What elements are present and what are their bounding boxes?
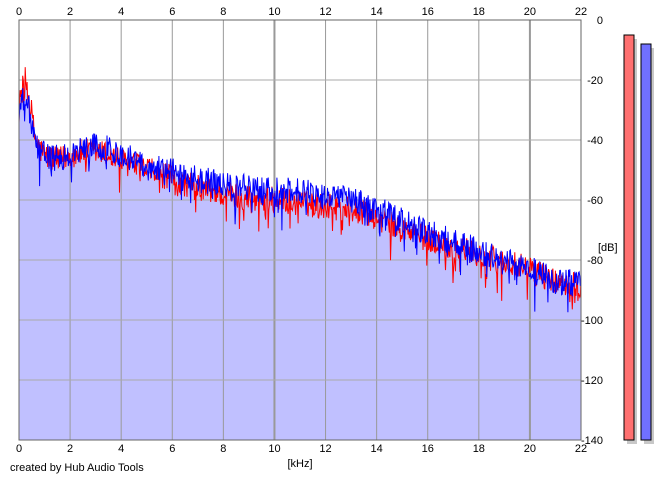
x-tick-label-top: 14 xyxy=(371,6,383,18)
x-tick-label-bottom: 6 xyxy=(169,443,175,455)
x-tick-label-top: 6 xyxy=(169,6,175,18)
x-tick-label-top: 0 xyxy=(16,6,22,18)
x-axis-label: [kHz] xyxy=(287,458,312,470)
x-tick-label-top: 16 xyxy=(422,6,434,18)
spectrum-fill xyxy=(19,67,581,440)
x-tick-label-top: 20 xyxy=(524,6,536,18)
level-meter-1 xyxy=(623,34,635,441)
x-tick-label-bottom: 10 xyxy=(268,443,280,455)
x-tick-label-top: 18 xyxy=(473,6,485,18)
x-tick-label-bottom: 14 xyxy=(371,443,383,455)
y-tick-label: -60 xyxy=(587,195,603,207)
y-axis-label: [dB] xyxy=(598,242,618,254)
x-tick-label-top: 4 xyxy=(118,6,124,18)
plot-frame xyxy=(18,19,582,441)
credit-text: created by Hub Audio Tools xyxy=(10,462,144,474)
x-tick-label-top: 8 xyxy=(220,6,226,18)
x-tick-label-bottom: 18 xyxy=(473,443,485,455)
y-tick-label: -40 xyxy=(587,135,603,147)
y-tick-label: -20 xyxy=(587,75,603,87)
y-tick-label: 0 xyxy=(597,15,603,27)
x-tick-label-bottom: 0 xyxy=(16,443,22,455)
y-tick-label: -100 xyxy=(581,315,603,327)
x-tick-label-bottom: 2 xyxy=(67,443,73,455)
y-tick-label: -120 xyxy=(581,375,603,387)
y-tick-label: -140 xyxy=(581,435,603,447)
x-tick-label-top: 2 xyxy=(67,6,73,18)
x-tick-label-bottom: 8 xyxy=(220,443,226,455)
x-tick-label-top: 12 xyxy=(319,6,331,18)
level-meter-2 xyxy=(640,43,652,441)
x-tick-label-bottom: 20 xyxy=(524,443,536,455)
series-line-2 xyxy=(18,88,582,313)
x-tick-label-bottom: 16 xyxy=(422,443,434,455)
x-tick-label-top: 10 xyxy=(268,6,280,18)
x-tick-label-bottom: 4 xyxy=(118,443,124,455)
x-tick-label-bottom: 12 xyxy=(319,443,331,455)
y-tick-label: -80 xyxy=(587,255,603,267)
x-tick-label-top: 22 xyxy=(575,6,587,18)
x-tick-label-bottom: 22 xyxy=(575,443,587,455)
